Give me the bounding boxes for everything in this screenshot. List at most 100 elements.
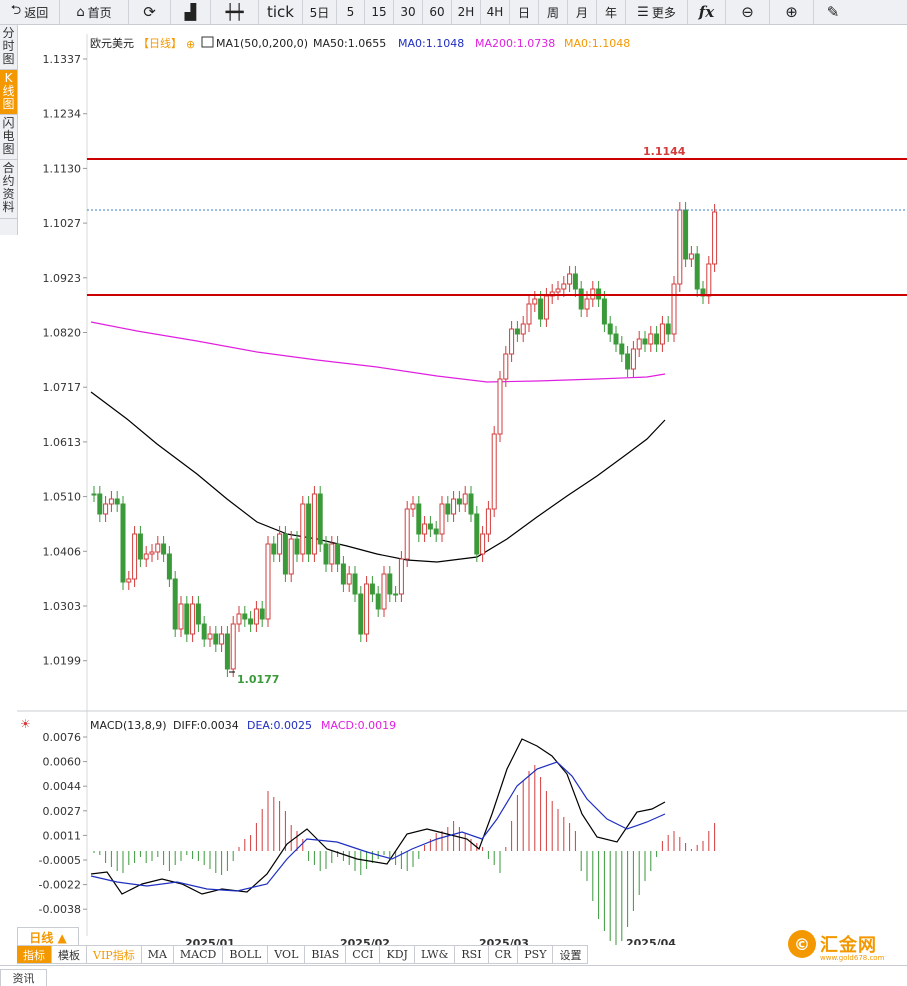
back-button[interactable]: ⮌ 返回	[0, 0, 60, 24]
candle-body	[648, 333, 654, 345]
candle-body	[172, 578, 178, 630]
indicator-6[interactable]: VOL	[268, 946, 306, 963]
tab-kline[interactable]: K线图	[0, 70, 17, 115]
indicator-0[interactable]: 指标	[17, 946, 52, 963]
top-toolbar: ⮌ 返回 ⌂ 首页 ⟳ ▟ ┿┿ tick 5日 5 15 30 60 2H 4H …	[0, 0, 907, 25]
zoom-out-button[interactable]: ⊖	[726, 0, 770, 24]
candle-body	[224, 633, 230, 670]
x-tick: 2025/03	[479, 937, 529, 945]
y-tick-label: 1.0923	[43, 272, 82, 285]
candle-body	[97, 493, 103, 515]
candle-body	[114, 498, 120, 505]
candle-body	[427, 523, 433, 530]
tab-flash[interactable]: 闪电图	[0, 115, 17, 160]
x-tick: 2025/04	[626, 937, 676, 945]
period-60[interactable]: 60	[423, 0, 452, 24]
period-30[interactable]: 30	[394, 0, 423, 24]
macd-histogram	[93, 765, 716, 945]
y-tick-label: 1.0199	[43, 655, 82, 668]
period-week[interactable]: 周	[539, 0, 568, 24]
period-selector[interactable]: 日线 ▲	[17, 927, 79, 947]
refresh-button[interactable]: ⟳	[129, 0, 171, 24]
home-icon: ⌂	[76, 4, 85, 20]
candle-body	[311, 493, 317, 555]
brand-logo: © 汇金网 www.gold678.com	[788, 930, 884, 962]
period-2h[interactable]: 2H	[452, 0, 481, 24]
candle-body	[91, 493, 97, 496]
candle-body	[364, 583, 370, 635]
candle-body	[352, 573, 358, 595]
candle-body	[474, 513, 480, 555]
tab-timeshare[interactable]: 分时图	[0, 25, 17, 70]
main-y-axis: 1.1337 1.1234 1.1130 1.1027 1.0923 1.0820 1.07…	[43, 53, 87, 668]
candle-body	[410, 503, 416, 510]
candle-body	[485, 508, 491, 535]
kline-chart[interactable]: 1.1337 1.1234 1.1130 1.1027 1.0923 1.0820 1.07…	[17, 25, 907, 945]
candle-body	[184, 603, 190, 635]
candle-body	[369, 583, 375, 595]
indicator-2[interactable]: VIP指标	[87, 946, 142, 963]
macd-diff: DIFF:0.0034	[173, 719, 239, 732]
zoom-in-button[interactable]: ⊕	[770, 0, 814, 24]
indicator-11[interactable]: RSI	[455, 946, 489, 963]
line-chart-button[interactable]: ▟	[171, 0, 211, 24]
ma-toggle-icon[interactable]	[201, 36, 214, 48]
macd-settings-icon[interactable]: ☀	[20, 717, 31, 731]
candle-body	[433, 528, 439, 535]
macd-dea: DEA:0.0025	[247, 719, 312, 732]
draw-button[interactable]: ✎	[814, 0, 852, 24]
period-day[interactable]: 日	[510, 0, 539, 24]
candle-body	[572, 273, 578, 290]
tick-button[interactable]: tick	[259, 0, 303, 24]
logo-url: www.gold678.com	[820, 954, 885, 962]
logo-text: 汇金网	[820, 935, 877, 956]
more-button[interactable]: ☰ 更多	[626, 0, 688, 24]
home-button[interactable]: ⌂ 首页	[60, 0, 129, 24]
indicator-14[interactable]: 设置	[553, 946, 589, 963]
period-month[interactable]: 月	[568, 0, 597, 24]
indicator-5[interactable]: BOLL	[223, 946, 269, 963]
settings-icon[interactable]: ⊕	[186, 38, 195, 51]
candle-body	[393, 593, 399, 596]
indicator-8[interactable]: CCI	[346, 946, 381, 963]
macd-y-axis: 0.0076 0.0060 0.0044 0.0027 0.0011 -0.0005 -0.…	[39, 731, 87, 916]
candle-body	[317, 493, 323, 545]
x-axis: 2025/01 2025/02 2025/03 2025/04	[185, 937, 676, 945]
candle-body	[445, 503, 451, 515]
ma-params: MA1(50,0,200,0)	[216, 37, 308, 50]
y-tick-label: 1.1234	[43, 108, 82, 121]
period-year[interactable]: 年	[597, 0, 626, 24]
period-4h[interactable]: 4H	[481, 0, 510, 24]
period-5[interactable]: 5	[337, 0, 365, 24]
ma0-value-a: MA0:1.1048	[398, 37, 464, 50]
indicator-3[interactable]: MA	[142, 946, 174, 963]
indicator-13[interactable]: PSY	[518, 946, 554, 963]
indicator-12[interactable]: CR	[489, 946, 519, 963]
candle-body	[509, 328, 515, 355]
candle-body	[630, 348, 636, 370]
candle-body	[201, 623, 207, 640]
ma200-line	[90, 321, 666, 383]
candle-body	[694, 253, 700, 290]
macd-y-tick-label: -0.0038	[39, 903, 81, 916]
candle-body	[688, 253, 694, 260]
news-tab[interactable]: 资讯	[0, 969, 47, 986]
indicator-1[interactable]: 模板	[52, 946, 87, 963]
y-tick-label: 1.0820	[43, 327, 82, 340]
tab-contract-info[interactable]: 合约资料	[0, 160, 17, 219]
main-legend: 欧元美元 【日线】 ⊕ MA1(50,0,200,0) MA50:1.0655 …	[90, 36, 630, 51]
indicator-4[interactable]: MACD	[174, 946, 224, 963]
x-tick: 2025/01	[185, 937, 235, 945]
candle-chart-button[interactable]: ┿┿	[211, 0, 259, 24]
y-tick-label: 1.0303	[43, 600, 82, 613]
period-5day[interactable]: 5日	[303, 0, 337, 24]
candle-body	[462, 493, 468, 505]
candle-body	[213, 633, 219, 645]
period-15[interactable]: 15	[365, 0, 394, 24]
candle-body	[422, 523, 428, 535]
formula-button[interactable]: fx	[688, 0, 726, 24]
indicator-9[interactable]: KDJ	[380, 946, 415, 963]
indicator-10[interactable]: LW&	[415, 946, 456, 963]
y-tick-label: 1.1130	[43, 162, 82, 175]
indicator-7[interactable]: BIAS	[305, 946, 347, 963]
